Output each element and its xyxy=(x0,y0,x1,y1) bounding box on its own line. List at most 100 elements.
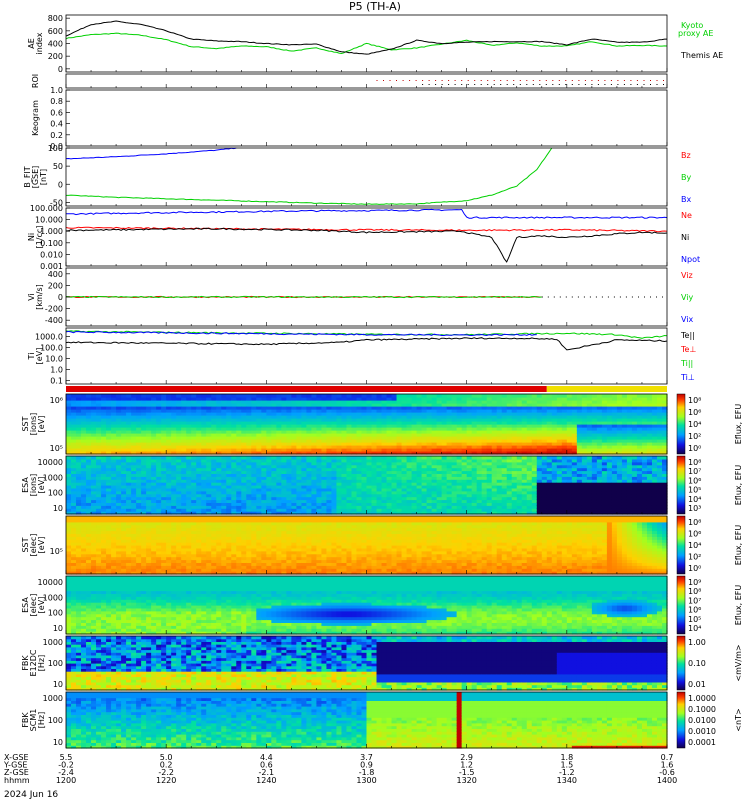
spectrogram-cell xyxy=(141,415,147,419)
spectrogram-cell xyxy=(541,433,548,437)
spectrogram-cell xyxy=(91,482,97,486)
spectrogram-cell xyxy=(331,412,338,416)
spectrogram-cell xyxy=(521,409,528,413)
spectrogram-cell xyxy=(641,409,648,413)
spectrogram-cell xyxy=(456,439,463,443)
spectrogram-cell xyxy=(546,394,553,398)
spectrogram-cell xyxy=(126,397,132,401)
spectrogram-cell xyxy=(271,461,277,466)
spectrogram-cell xyxy=(441,442,448,446)
spectrogram-cell xyxy=(331,473,338,477)
spectrogram-cell xyxy=(211,424,217,428)
spectrogram-cell xyxy=(461,439,468,443)
spectrogram-cell xyxy=(426,415,433,419)
spectrogram-cell xyxy=(151,448,157,452)
spectrogram-cell xyxy=(376,400,383,404)
spectrogram-cell xyxy=(256,433,262,437)
spectrogram-cell xyxy=(466,433,473,437)
spectrogram-cell xyxy=(296,430,302,434)
spectrogram-cell xyxy=(356,456,363,460)
spectrogram-cell xyxy=(616,439,623,443)
spectrogram-cell xyxy=(126,394,132,398)
spectrogram-cell xyxy=(351,511,358,515)
spectrogram-cell xyxy=(296,479,302,483)
spectrogram-cell xyxy=(401,467,408,472)
spectrogram-cell xyxy=(661,406,668,410)
spectrogram-cell xyxy=(191,456,197,460)
spectrogram-cell xyxy=(331,430,338,434)
spectrogram-cell xyxy=(221,448,227,452)
spectrogram-cell xyxy=(251,409,257,413)
spectrogram-cell xyxy=(216,490,222,495)
spectrogram-cell xyxy=(316,461,323,466)
spectrogram-cell xyxy=(236,415,242,419)
spectrogram-cell xyxy=(341,409,348,413)
spectrogram-cell xyxy=(81,424,87,428)
spectrogram-cell xyxy=(186,442,192,446)
spectrogram-cell xyxy=(586,403,593,407)
spectrogram-cell xyxy=(321,473,328,477)
spectrogram-cell xyxy=(66,412,72,416)
spectrogram-cell xyxy=(386,508,393,512)
spectrogram-cell xyxy=(101,511,107,515)
spectrogram-cell xyxy=(236,418,242,422)
spectrogram-cell xyxy=(366,439,373,443)
spectrogram-cell xyxy=(446,439,453,443)
spectrogram-cell xyxy=(526,409,533,413)
spectrogram-cell xyxy=(181,464,187,469)
spectrogram-cell xyxy=(651,409,658,413)
spectrogram-cell xyxy=(176,439,182,443)
spectrogram-cell xyxy=(301,508,307,512)
spectrogram-cell xyxy=(91,479,97,483)
spectrogram-cell xyxy=(86,430,92,434)
spectrogram-cell xyxy=(601,415,608,419)
spectrogram-cell xyxy=(276,499,282,503)
spectrogram-cell xyxy=(341,397,348,401)
spectrogram-cell xyxy=(76,490,82,495)
spectrogram-cell xyxy=(101,464,107,469)
spectrogram-cell xyxy=(321,430,328,434)
spectrogram-cell xyxy=(196,400,202,404)
spectrogram-cell xyxy=(286,433,292,437)
spectrogram-cell xyxy=(236,458,242,463)
spectrogram-cell xyxy=(131,505,137,509)
spectrogram-cell xyxy=(296,499,302,503)
spectrogram-cell xyxy=(146,427,152,431)
spectrogram-cell xyxy=(311,430,318,434)
spectrogram-cell xyxy=(206,490,212,495)
spectrogram-cell xyxy=(401,470,408,474)
spectrogram-cell xyxy=(226,493,232,498)
spectrogram-cell xyxy=(136,415,142,419)
spectrogram-cell xyxy=(466,412,473,416)
spectrogram-cell xyxy=(216,485,222,489)
spectrogram-cell xyxy=(166,490,172,495)
spectrogram-cell xyxy=(161,418,167,422)
spectrogram-cell xyxy=(471,421,478,425)
spectrogram-cell xyxy=(136,461,142,466)
spectrogram-cell xyxy=(111,461,117,466)
spectrogram-cell xyxy=(396,511,403,515)
spectrogram-cell xyxy=(336,445,343,449)
spectrogram-cell xyxy=(71,490,77,495)
spectrogram-cell xyxy=(246,464,252,469)
spectrogram-cell xyxy=(521,397,528,401)
spectrogram-cell xyxy=(301,470,307,474)
spectrogram-cell xyxy=(346,458,353,463)
spectrogram-cell xyxy=(286,406,292,410)
spectrogram-cell xyxy=(256,485,262,489)
spectrogram-cell xyxy=(326,445,333,449)
spectrogram-cell xyxy=(561,421,568,425)
spectrogram-cell xyxy=(511,409,518,413)
spectrogram-cell xyxy=(396,394,403,398)
spectrogram-cell xyxy=(406,485,413,489)
spectrogram-cell xyxy=(301,456,307,460)
spectrogram-cell xyxy=(66,476,72,480)
spectrogram-cell xyxy=(496,445,503,449)
spectrogram-cell xyxy=(316,499,323,503)
spectrogram-cell xyxy=(566,427,573,431)
spectrogram-cell xyxy=(341,499,348,503)
spectrogram-cell xyxy=(546,445,553,449)
spectrogram-cell xyxy=(506,394,513,398)
spectrogram-cell xyxy=(231,409,237,413)
spectrogram-cell xyxy=(351,456,358,460)
